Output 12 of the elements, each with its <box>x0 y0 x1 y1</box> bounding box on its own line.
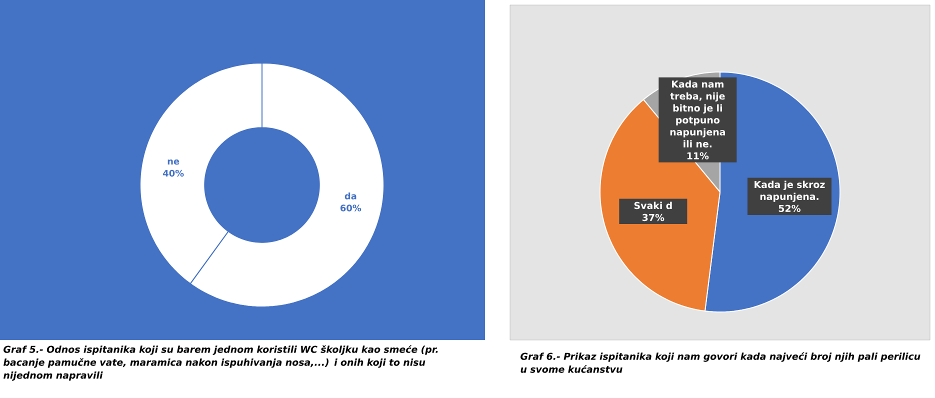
data-label: 52% <box>778 204 801 212</box>
data-label: 60% <box>340 204 362 212</box>
data-label: 11% <box>687 152 709 160</box>
text: Graf 5.- Odnos ispitanika koji su barem jednom koristili WC školjku kao smeće (pr. bacanje pamučne vate, maramica nakon ispuhivanja nosa,...) i onih koji to nisu nijednom napravili <box>3 345 438 381</box>
data-label: 40% <box>163 170 184 177</box>
slice-label: Kada je skroz napunjena. <box>754 180 825 202</box>
data-label: 37% <box>642 214 664 222</box>
text: Graf 6.- Prikaz ispitanika koji nam govori kada najveći broj njih pali perilicu u svome kućanstvu <box>520 352 920 373</box>
slice-label: Kada nam treba, nije bitno je li potpuno napunjena ili ne. <box>670 80 725 148</box>
slice-label: Svaki d <box>634 202 672 210</box>
slice-label: ne <box>168 160 180 165</box>
slice-label: da <box>344 192 356 200</box>
